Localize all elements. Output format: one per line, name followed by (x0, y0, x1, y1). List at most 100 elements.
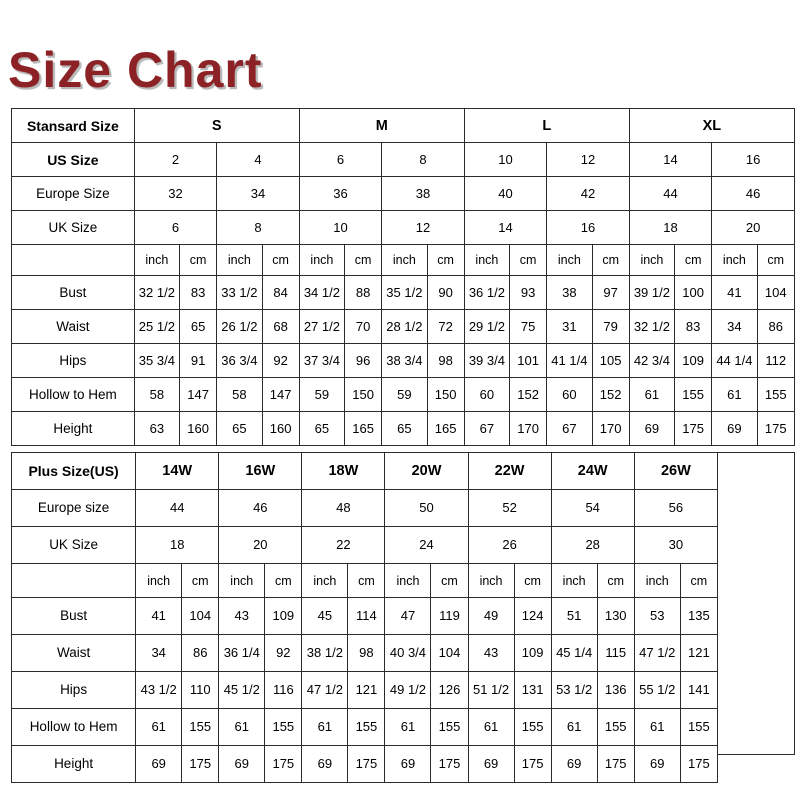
measurement-value-cell: 45 (301, 597, 349, 635)
measurement-value-cell: 42 3/4 (628, 343, 676, 378)
size-group-header-cell: L (463, 108, 630, 143)
measurement-value-cell: 37 3/4 (298, 343, 346, 378)
measurement-value-cell: 67 (546, 411, 593, 446)
size-value-cell: 44 (628, 176, 713, 211)
measurement-value-cell: 79 (591, 309, 630, 344)
size-value-cell: 34 (216, 176, 300, 211)
measurement-value-cell: 83 (674, 309, 713, 344)
size-value-cell: 4 (216, 142, 300, 177)
measurement-value-cell: 155 (756, 377, 796, 412)
measurement-value-cell: 105 (591, 343, 630, 378)
measurement-value-cell: 61 (550, 708, 598, 746)
measurement-row: Waist 34 86 36 1/4 92 38 1/2 98 40 3/4 104 43 109 4… (10, 634, 719, 672)
measurement-value-cell: 69 (628, 411, 676, 446)
measurement-value-cell: 69 (384, 745, 432, 783)
measurement-value-cell: 61 (301, 708, 349, 746)
unit-header-cell: inch (711, 244, 758, 276)
measurement-label-cell: Waist (10, 634, 137, 672)
measurement-value-cell: 61 (218, 708, 266, 746)
size-value-cell: 18 (628, 210, 713, 245)
measurement-value-cell: 170 (509, 411, 548, 446)
unit-row: inch cm inch cm inch cm inch cm inch cm inch cm inch… (11, 244, 796, 276)
measurement-value-cell: 165 (344, 411, 383, 446)
measurement-value-cell: 119 (430, 597, 469, 635)
measurement-value-cell: 58 (216, 377, 263, 412)
size-value-cell: 52 (467, 489, 552, 527)
size-value-cell: 54 (550, 489, 635, 527)
measurement-value-cell: 38 1/2 (301, 634, 349, 672)
measurement-value-cell: 43 (467, 634, 515, 672)
measurement-value-cell: 32 1/2 (133, 275, 181, 310)
size-value-cell: 20 (711, 210, 795, 245)
measurement-value-cell: 59 (298, 377, 346, 412)
measurement-value-cell: 44 1/4 (711, 343, 758, 378)
measurement-value-cell: 25 1/2 (133, 309, 181, 344)
measurement-value-cell: 110 (181, 671, 220, 709)
measurement-value-cell: 155 (674, 377, 713, 412)
measurement-value-cell: 147 (261, 377, 300, 412)
measurement-value-cell: 109 (674, 343, 713, 378)
size-value-cell: 44 (135, 489, 220, 527)
measurement-value-cell: 175 (264, 745, 303, 783)
measurement-value-cell: 69 (550, 745, 598, 783)
measurement-value-cell: 38 3/4 (381, 343, 428, 378)
measurement-value-cell: 100 (674, 275, 713, 310)
measurement-value-cell: 41 (135, 597, 183, 635)
row-label-cell: UK Size (11, 210, 135, 245)
measurement-value-cell: 69 (467, 745, 515, 783)
measurement-label-cell: Height (10, 745, 137, 783)
measurement-value-cell: 84 (261, 275, 300, 310)
measurement-value-cell: 175 (596, 745, 635, 783)
size-value-cell: 16 (546, 210, 630, 245)
measurement-value-cell: 60 (546, 377, 593, 412)
row-label-cell: Europe Size (11, 176, 135, 211)
unit-header-cell: cm (181, 563, 220, 598)
measurement-value-cell: 97 (591, 275, 630, 310)
corner-label-cell: Stansard Size (11, 108, 135, 143)
measurement-value-cell: 47 1/2 (301, 671, 349, 709)
table-row: Europe size 44 46 48 50 52 54 56 (10, 489, 719, 527)
measurement-value-cell: 109 (513, 634, 552, 672)
measurement-value-cell: 86 (181, 634, 220, 672)
measurement-label-cell: Hollow to Hem (10, 708, 137, 746)
measurement-value-cell: 155 (347, 708, 386, 746)
measurement-value-cell: 155 (181, 708, 220, 746)
table-header-row: Stansard Size S M L XL (11, 108, 796, 143)
unit-header-cell: inch (218, 563, 266, 598)
unit-header-cell: inch (133, 244, 181, 276)
unit-header-cell: cm (430, 563, 469, 598)
measurement-value-cell: 90 (426, 275, 465, 310)
row-label-cell: Europe size (10, 489, 137, 527)
measurement-value-cell: 155 (679, 708, 719, 746)
size-value-cell: 14 (463, 210, 548, 245)
size-value-cell: 40 (463, 176, 548, 211)
measurement-value-cell: 41 (711, 275, 758, 310)
measurement-value-cell: 152 (509, 377, 548, 412)
measurement-value-cell: 96 (344, 343, 383, 378)
measurement-value-cell: 69 (711, 411, 758, 446)
unit-header-cell: cm (264, 563, 303, 598)
measurement-value-cell: 98 (426, 343, 465, 378)
size-value-cell: 10 (463, 142, 548, 177)
measurement-value-cell: 31 (546, 309, 593, 344)
measurement-value-cell: 72 (426, 309, 465, 344)
size-value-cell: 6 (298, 142, 383, 177)
measurement-value-cell: 60 (463, 377, 511, 412)
measurement-row: Bust 41 104 43 109 45 114 47 119 49 124 51 130 53 135 (10, 597, 719, 635)
measurement-value-cell: 34 1/2 (298, 275, 346, 310)
measurement-value-cell: 124 (513, 597, 552, 635)
measurement-row: Height 69 175 69 175 69 175 69 175 69 175 69 175 69 17… (10, 745, 719, 783)
measurement-row: Bust 32 1/2 83 33 1/2 84 34 1/2 88 35 1/2 90 36 1… (11, 275, 796, 310)
measurement-value-cell: 155 (596, 708, 635, 746)
measurement-value-cell: 32 1/2 (628, 309, 676, 344)
measurement-value-cell: 59 (381, 377, 428, 412)
measurement-value-cell: 55 1/2 (633, 671, 681, 709)
unit-header-cell: inch (301, 563, 349, 598)
measurement-value-cell: 155 (513, 708, 552, 746)
size-value-cell: 38 (381, 176, 465, 211)
unit-header-cell: inch (135, 563, 183, 598)
unit-header-cell: inch (216, 244, 263, 276)
measurement-value-cell: 175 (756, 411, 796, 446)
size-value-cell: 36 (298, 176, 383, 211)
size-value-cell: 28 (550, 526, 635, 564)
